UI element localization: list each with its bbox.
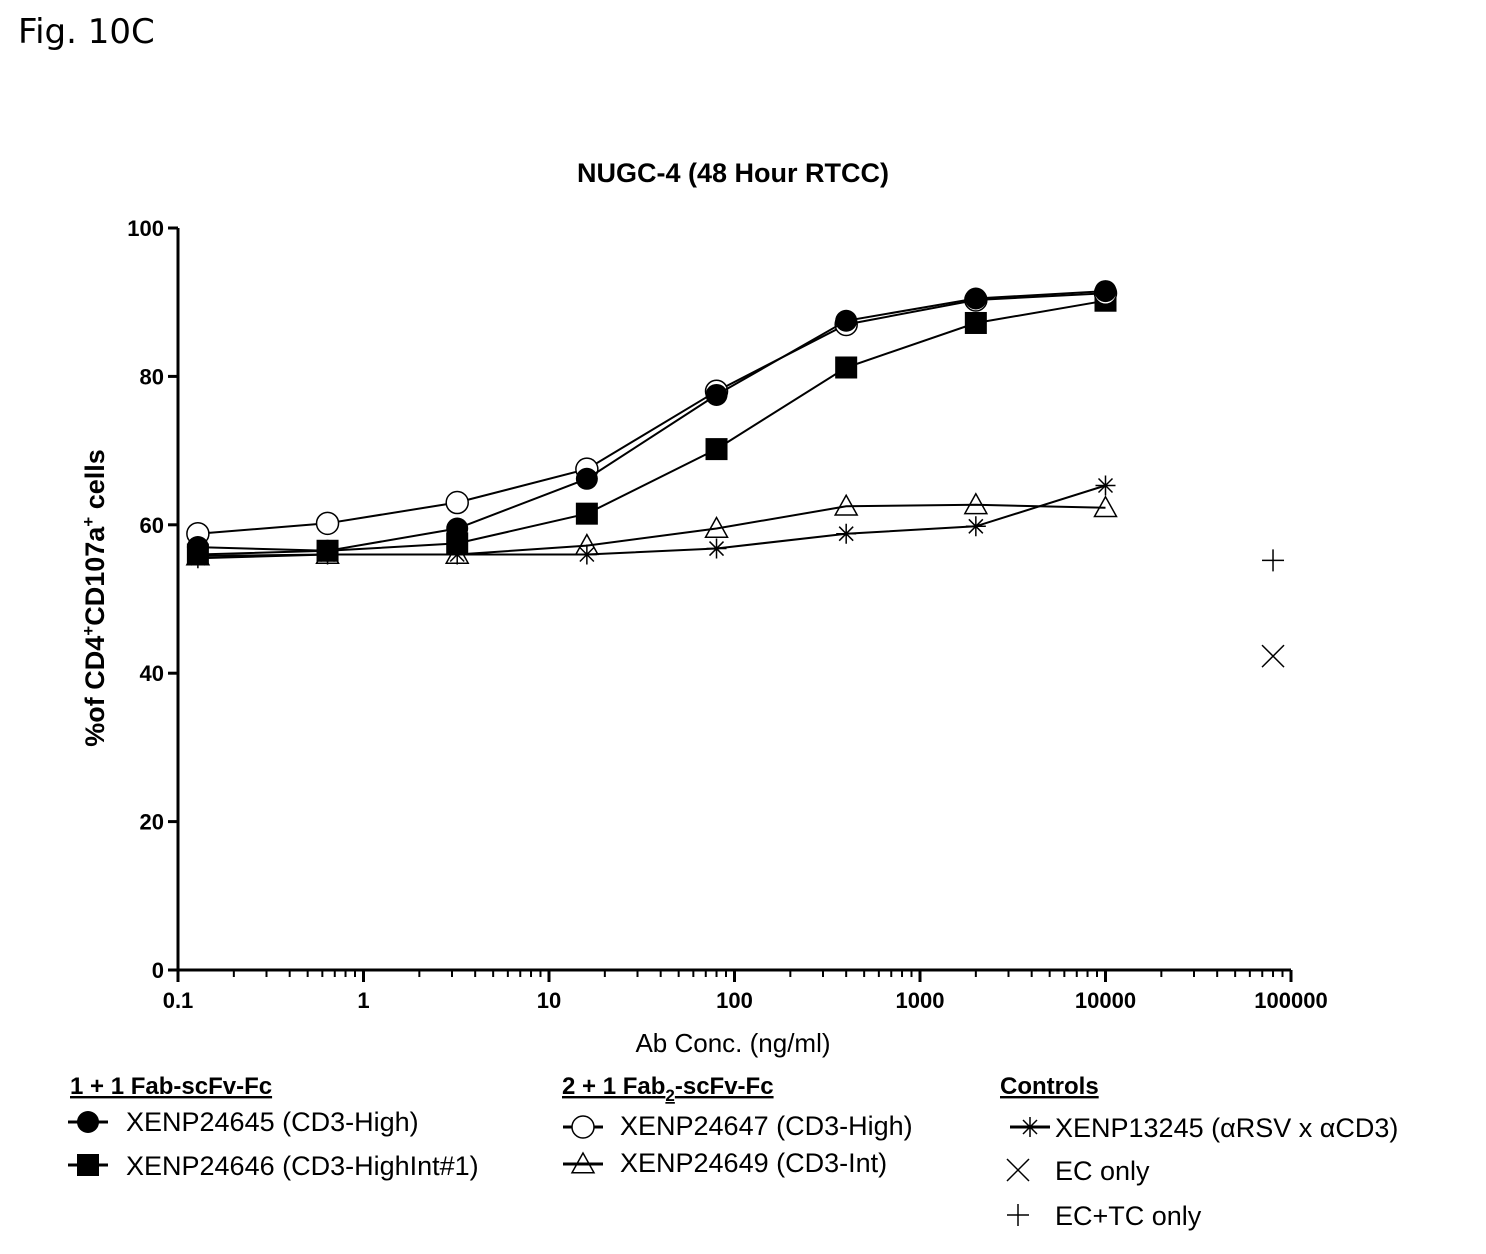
y-tick-label: 80: [140, 364, 164, 389]
x-tick-label: 100: [716, 988, 753, 1013]
legend-label-xenp13245: XENP13245 (αRSV x αCD3): [1055, 1113, 1398, 1143]
y-tick-label: 100: [127, 216, 164, 241]
legend-label-xenp24646: XENP24646 (CD3-HighInt#1): [126, 1151, 479, 1181]
x-tick-label: 10: [537, 988, 561, 1013]
y-tick-label: 60: [140, 513, 164, 538]
legend-label-xenp24649: XENP24649 (CD3-Int): [620, 1148, 887, 1178]
data-point: [575, 502, 598, 525]
legend-heading-2: 2 + 1 Fab2-scFv-Fc: [562, 1073, 774, 1105]
legend-label-xenp24647: XENP24647 (CD3-High): [620, 1111, 913, 1141]
legend-swatch: [68, 1154, 108, 1176]
data-point: [964, 287, 987, 310]
legend-swatch: [563, 1151, 603, 1174]
data-point: [835, 309, 858, 332]
legend-marker: [571, 1115, 595, 1139]
data-point: [836, 523, 857, 544]
data-point: [186, 536, 209, 559]
legend-swatch: [1010, 1117, 1050, 1137]
legend-marker: [77, 1154, 99, 1176]
series-0: [186, 280, 1117, 562]
marker-bg: [316, 512, 339, 535]
x-tick-label: 1000: [896, 988, 945, 1013]
x-tick-label: 100000: [1254, 988, 1327, 1013]
legend-marker: [1007, 1204, 1029, 1226]
legend-label-ec-tc-only: EC+TC only: [1055, 1201, 1202, 1231]
data-point: [704, 515, 729, 539]
legend-swatch: [1006, 1158, 1030, 1182]
legend: 1 + 1 Fab-scFv-Fc 2 + 1 Fab2-scFv-Fc Con…: [68, 1073, 1398, 1231]
data-point: [705, 438, 728, 461]
data-point: [1095, 475, 1116, 496]
legend-heading-3: Controls: [1000, 1073, 1099, 1100]
data-point: [963, 492, 989, 515]
series-line: [197, 292, 1106, 535]
x-tick-label: 0.1: [163, 988, 194, 1013]
axes: [176, 228, 1291, 972]
series-line: [197, 484, 1106, 560]
x-tick-label: 1: [357, 988, 369, 1013]
data-point: [445, 490, 469, 515]
legend-marker: [77, 1111, 99, 1133]
legend-heading-1: 1 + 1 Fab-scFv-Fc: [70, 1073, 272, 1100]
data-point: [706, 538, 727, 559]
y-ticks: 0 20 40 60 80 100: [127, 216, 178, 983]
data-point: [965, 516, 986, 537]
legend-swatch: [563, 1115, 603, 1139]
data-point: [833, 493, 859, 516]
data-point: [447, 544, 468, 565]
data-point: [964, 311, 987, 334]
legend-marker: [1020, 1117, 1040, 1137]
data-point: [1094, 280, 1117, 303]
marker-bg: [572, 1116, 594, 1138]
legend-swatch: [1007, 1204, 1029, 1226]
legend-swatches: [68, 1111, 1050, 1226]
marker-bg: [446, 491, 469, 514]
data-point: [575, 467, 598, 490]
legend-label-xenp24645: XENP24645 (CD3-High): [126, 1107, 419, 1137]
x-axis-label: Ab Conc. (ng/ml): [635, 1028, 830, 1058]
series-layer: [185, 280, 1285, 668]
series-line: [197, 290, 1106, 552]
data-point: [576, 544, 597, 565]
series-line: [197, 299, 1106, 556]
legend-label-ec-only: EC only: [1055, 1156, 1150, 1186]
data-point: [446, 517, 469, 540]
x-tick-label: 10000: [1075, 988, 1136, 1013]
legend-marker: [1006, 1158, 1030, 1182]
data-point: [316, 539, 339, 562]
data-point: [315, 511, 340, 536]
y-tick-label: 20: [140, 810, 164, 835]
y-tick-label: 0: [152, 958, 164, 983]
data-point: [1093, 495, 1118, 518]
legend-swatch: [68, 1111, 108, 1133]
chart-title: NUGC-4 (48 Hour RTCC): [577, 158, 889, 188]
x-ticks: 0.1 1 10 100 1000 10000 100000: [163, 970, 1328, 1013]
legend-marker: [570, 1151, 596, 1174]
figure-label: Fig. 10C: [18, 12, 155, 52]
data-point: [705, 383, 728, 406]
control-point: [1261, 644, 1285, 668]
control-point: [1262, 549, 1285, 572]
data-point: [835, 356, 858, 379]
y-tick-label: 40: [140, 661, 164, 686]
y-axis-label: %of CD4+CD107a+ cells: [79, 449, 110, 747]
